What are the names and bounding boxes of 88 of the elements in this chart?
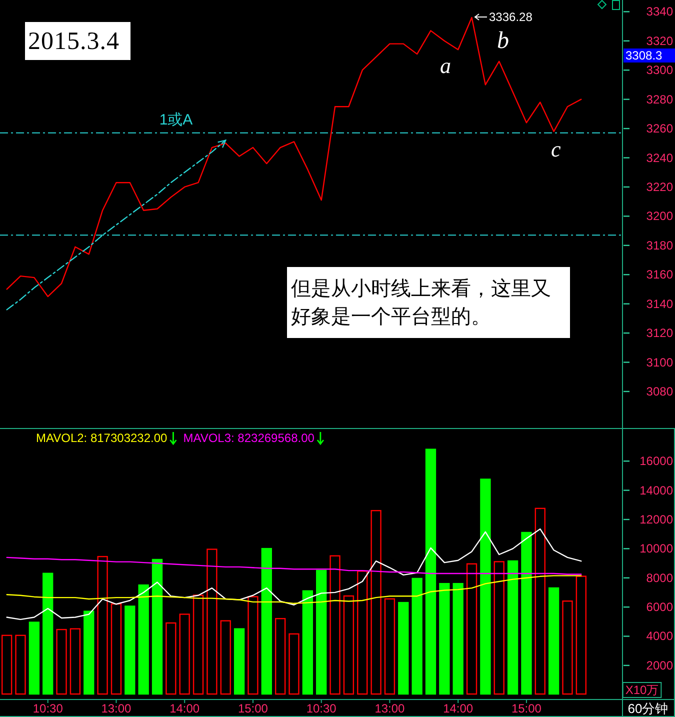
- y-tick-label: 16000: [640, 454, 674, 468]
- bar: [507, 560, 518, 695]
- bar: [166, 622, 176, 695]
- y-tick-label: 3260: [646, 122, 674, 136]
- y-tick-label: 3080: [646, 384, 674, 398]
- y-tick-label: 14000: [640, 483, 674, 498]
- x-tick-label: 10:30: [306, 702, 337, 716]
- y-tick-label: 3180: [646, 238, 674, 252]
- bar: [15, 634, 26, 695]
- bar: [480, 478, 491, 695]
- bar: [548, 587, 560, 695]
- bar: [28, 622, 40, 695]
- annotation: c: [551, 136, 561, 162]
- bar: [138, 584, 149, 695]
- y-tick-label: 3320: [646, 34, 674, 48]
- annotation: b: [497, 28, 509, 54]
- x-tick-label: 15:00: [511, 702, 542, 716]
- y-tick-label: 3120: [646, 326, 674, 340]
- y-tick-label: 3200: [646, 209, 674, 224]
- bar: [248, 596, 258, 695]
- bar: [452, 582, 464, 695]
- bar: [152, 558, 163, 695]
- bar: [370, 510, 382, 695]
- bar: [206, 548, 218, 695]
- bar: [110, 603, 122, 695]
- y-tick-label: 3140: [646, 296, 674, 311]
- bar: [42, 572, 54, 695]
- bar: [234, 628, 245, 695]
- bar: [466, 563, 478, 695]
- y-tick-label: 3280: [646, 92, 674, 106]
- y-tick-label: 3240: [646, 150, 674, 165]
- line-series: [6, 556, 582, 575]
- bar: [2, 634, 12, 695]
- bar: [384, 598, 396, 695]
- y-tick-label: 3340: [646, 4, 674, 19]
- x-tick-label: 13:00: [101, 702, 132, 716]
- annotation: 但是从小时线上来看，这里又好象是一个平台型的。: [291, 278, 551, 328]
- x-tick-label: 13:00: [374, 702, 406, 716]
- annotation: a: [440, 53, 451, 78]
- bar: [288, 633, 300, 695]
- x-tick-label: 14:00: [170, 702, 200, 716]
- y-tick-label: 12000: [640, 512, 674, 526]
- text: MAVOL3: 823269568.00: [183, 431, 315, 445]
- line-series: [6, 528, 582, 620]
- y-tick-label: 8000: [646, 570, 674, 585]
- bar: [56, 628, 67, 695]
- text: 2015.3.4: [28, 28, 120, 55]
- bar: [521, 532, 532, 695]
- bar: [70, 628, 81, 695]
- y-tick-label: 3100: [646, 355, 674, 370]
- bar: [398, 602, 409, 695]
- bar: [439, 582, 450, 695]
- bar: [357, 570, 368, 695]
- y-tick-label: 3160: [646, 268, 674, 282]
- bar: [494, 561, 504, 695]
- y-axis-title: X10万: [625, 683, 659, 697]
- x-tick-label: 10:30: [32, 702, 64, 716]
- bar: [220, 620, 231, 695]
- text: 60分钟: [628, 701, 668, 716]
- bar: [425, 448, 436, 695]
- bar: [97, 556, 108, 695]
- line-series: [6, 575, 582, 604]
- bar: [192, 594, 204, 695]
- y-tick-label: 2000: [646, 658, 674, 672]
- bar: [179, 614, 190, 695]
- y-tick-label: 4000: [646, 629, 674, 644]
- y-tick-label: 6000: [646, 600, 674, 614]
- text: 3308.3: [626, 48, 663, 62]
- bar: [84, 610, 94, 695]
- bar: [261, 548, 272, 695]
- bar: [412, 578, 422, 695]
- ref-line-label: 1或A: [159, 111, 193, 128]
- bar: [316, 570, 327, 695]
- bar: [330, 555, 340, 695]
- bar: [343, 595, 354, 695]
- y-tick-label: 10000: [640, 542, 674, 556]
- bar: [576, 576, 586, 695]
- y-tick-label: 3300: [646, 63, 674, 78]
- annotation: 3336.28: [489, 10, 533, 24]
- x-tick-label: 14:00: [443, 702, 474, 716]
- bar: [534, 508, 546, 695]
- bar: [124, 606, 136, 695]
- x-tick-label: 15:00: [238, 702, 268, 716]
- bar: [302, 590, 314, 695]
- bar: [274, 618, 286, 695]
- text: MAVOL2: 817303232.00: [36, 431, 168, 445]
- bar: [562, 600, 573, 695]
- y-tick-label: 3220: [646, 180, 674, 194]
